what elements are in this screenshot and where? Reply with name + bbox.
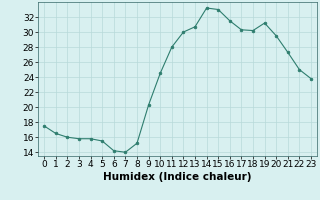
X-axis label: Humidex (Indice chaleur): Humidex (Indice chaleur)	[103, 172, 252, 182]
